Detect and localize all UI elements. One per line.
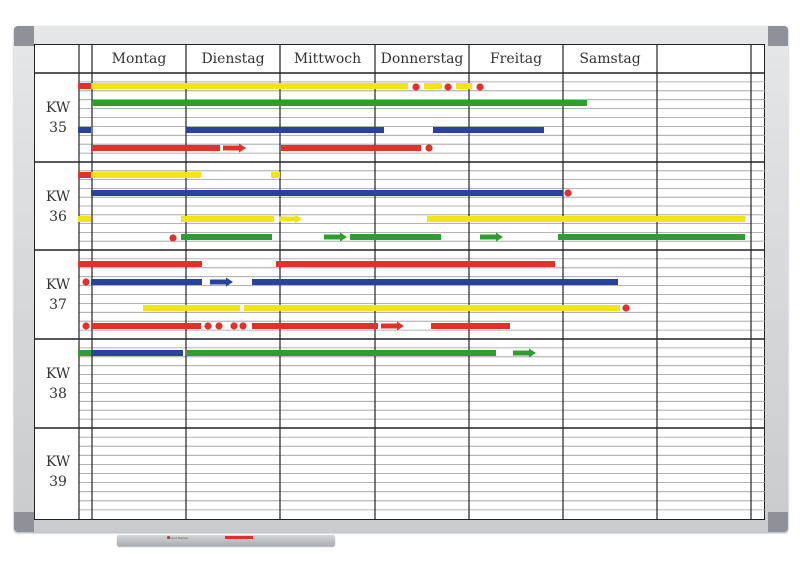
blue-plan-bar xyxy=(91,350,183,356)
blue-plan-bar xyxy=(78,127,91,133)
week-kw: KW xyxy=(45,100,71,116)
week-number: 35 xyxy=(49,120,67,136)
frame-corner-bottom-left xyxy=(14,512,34,532)
frame-corner-bottom-right xyxy=(768,512,788,532)
day-header-samstag: Samstag xyxy=(579,51,641,67)
yellow-plan-bar xyxy=(456,83,472,89)
blue-plan-bar xyxy=(186,127,384,133)
red-magnet-dot xyxy=(239,322,247,330)
green-plan-bar xyxy=(181,234,272,240)
marker-tray[interactable] xyxy=(117,535,335,546)
blue-plan-bar xyxy=(433,127,544,133)
red-plan-bar xyxy=(78,172,91,178)
blue-arrow-icon xyxy=(210,277,233,287)
red-plan-bar xyxy=(91,323,201,329)
week-number: 37 xyxy=(49,297,67,313)
yellow-plan-bar xyxy=(181,216,274,222)
red-plan-bar xyxy=(431,323,510,329)
red-plan-bar xyxy=(78,83,91,89)
week-number: 36 xyxy=(49,209,67,225)
blue-plan-bar xyxy=(252,279,618,285)
week-kw: KW xyxy=(45,277,71,293)
blue-plan-bar xyxy=(91,190,563,196)
day-header-donnerstag: Donnerstag xyxy=(380,51,464,67)
green-plan-bar xyxy=(91,100,587,106)
red-plan-bar xyxy=(252,323,378,329)
red-arrow-icon xyxy=(381,321,404,331)
week-label-35: KW 35 xyxy=(38,98,78,138)
week-number: 38 xyxy=(49,386,67,402)
yellow-plan-bar xyxy=(78,216,91,222)
yellow-plan-bar xyxy=(244,305,620,311)
red-magnet-dot xyxy=(564,189,572,197)
week-label-39: KW 39 xyxy=(38,452,78,492)
green-arrow-icon xyxy=(324,232,347,242)
green-arrow-icon xyxy=(480,232,503,242)
yellow-plan-bar xyxy=(271,172,280,178)
red-magnet-dot xyxy=(169,234,177,242)
red-plan-bar xyxy=(276,261,555,267)
tray-magnet-dot xyxy=(167,536,170,539)
green-plan-bar xyxy=(350,234,441,240)
week-label-37: KW 37 xyxy=(38,275,78,315)
yellow-plan-bar xyxy=(91,172,201,178)
red-magnet-dot xyxy=(204,322,212,330)
yellow-plan-bar xyxy=(424,83,442,89)
yellow-plan-bar xyxy=(91,83,408,89)
red-arrow-icon xyxy=(223,143,246,153)
frame-corner-top-left xyxy=(14,26,34,46)
yellow-plan-bar xyxy=(143,305,240,311)
day-header-dienstag: Dienstag xyxy=(201,51,265,67)
red-plan-bar xyxy=(281,145,421,151)
week-label-36: KW 36 xyxy=(38,187,78,227)
red-magnet-dot xyxy=(622,304,630,312)
green-plan-bar xyxy=(78,350,91,356)
week-kw: KW xyxy=(45,366,71,382)
week-label-38: KW 38 xyxy=(38,364,78,404)
green-plan-bar xyxy=(558,234,745,240)
red-plan-bar xyxy=(91,145,220,151)
red-magnet-dot xyxy=(476,83,484,91)
red-magnet-dot xyxy=(425,144,433,152)
yellow-arrow-icon xyxy=(279,214,302,224)
blue-plan-bar xyxy=(91,279,202,285)
frame-corner-top-right xyxy=(768,26,788,46)
yellow-plan-bar xyxy=(427,216,745,222)
green-arrow-icon xyxy=(513,348,536,358)
day-header-freitag: Freitag xyxy=(489,51,543,67)
day-header-montag: Montag xyxy=(111,51,167,67)
red-magnet-dot xyxy=(215,322,223,330)
red-magnet-dot xyxy=(82,322,90,330)
week-kw: KW xyxy=(45,189,71,205)
week-number: 39 xyxy=(49,474,67,490)
day-header-mittwoch: Mittwoch xyxy=(293,51,362,67)
red-magnet-dot xyxy=(82,278,90,286)
tray-label: Brand Marker xyxy=(168,536,189,540)
red-marker[interactable] xyxy=(225,536,253,539)
week-kw: KW xyxy=(45,454,71,470)
red-magnet-dot xyxy=(444,83,452,91)
red-magnet-dot xyxy=(412,83,420,91)
red-plan-bar xyxy=(78,261,202,267)
red-magnet-dot xyxy=(230,322,238,330)
green-plan-bar xyxy=(187,350,496,356)
